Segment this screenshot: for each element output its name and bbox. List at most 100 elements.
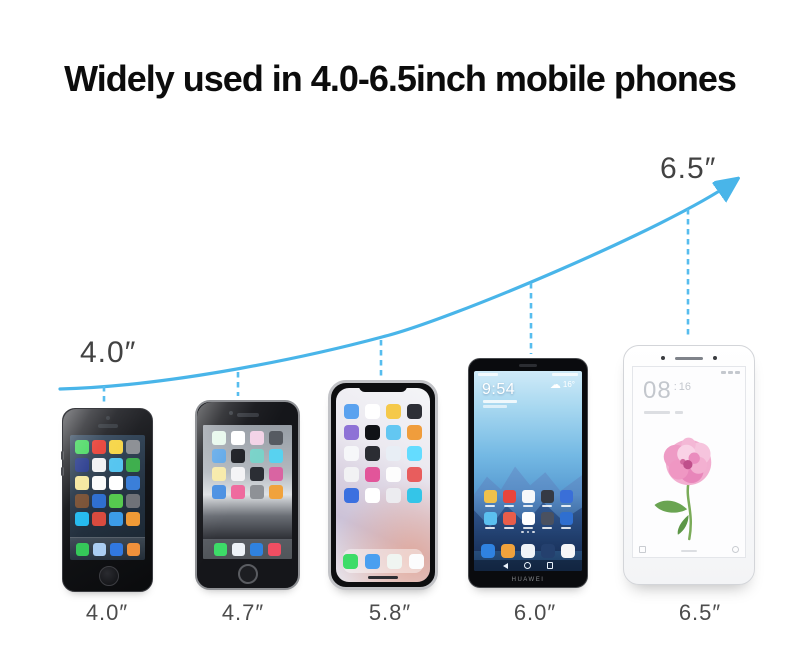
app-icon: [344, 404, 359, 419]
clock-date-line: [644, 411, 670, 414]
app-icon: [250, 449, 264, 463]
flower-blossom: [664, 437, 712, 486]
app-icon: [250, 467, 264, 481]
app-icon: [540, 490, 554, 507]
size-growth-curve: [58, 182, 733, 391]
page-dots: [474, 530, 582, 533]
app-icon: [109, 476, 123, 490]
app-icon: [109, 494, 123, 508]
page-title: Widely used in 4.0-6.5inch mobile phones: [64, 58, 737, 99]
status-text-right: [552, 373, 578, 376]
app-icon: [212, 431, 226, 445]
app-icon: [92, 494, 106, 508]
phone-screen: 08 : 16: [632, 366, 746, 558]
app-icon: [126, 512, 140, 526]
clock-date-line: [483, 405, 507, 408]
app-icon: [268, 542, 281, 556]
dock-icon-grid: [342, 553, 424, 569]
clock-minutes: 16: [678, 381, 692, 393]
app-icon: [231, 485, 245, 499]
app-icon: [92, 542, 106, 556]
size-label-6-5: 6.5″: [678, 600, 722, 625]
phone-xiaomi: 08 : 16: [623, 345, 755, 585]
clock-widget: 9:54: [482, 381, 516, 398]
screen-corner-icon: [732, 546, 739, 553]
app-icon: [92, 512, 106, 526]
status-bar: [721, 371, 740, 374]
weather-widget: ☁ 16°: [550, 380, 575, 391]
back-icon: [502, 562, 508, 569]
app-icon: [407, 446, 422, 461]
app-icon: [212, 485, 226, 499]
clock-hours: 08: [643, 377, 672, 404]
app-icon: [109, 458, 123, 472]
app-icon: [232, 542, 245, 556]
app-icon: [521, 490, 535, 507]
phone-iphone5: [61, 408, 153, 592]
volume-button: [61, 467, 64, 476]
flower-leaf: [678, 514, 689, 535]
app-icon: [540, 512, 554, 529]
screen-corner-icon: [639, 546, 646, 553]
phone-screen: [203, 425, 292, 559]
app-icon: [231, 467, 245, 481]
size-label-6-0: 6.0″: [513, 600, 557, 625]
home-button-icon: [98, 566, 119, 586]
app-icon: [126, 458, 140, 472]
home-indicator: [368, 576, 398, 579]
dock: [342, 549, 424, 573]
app-icon: [344, 446, 359, 461]
dock: [203, 539, 292, 559]
phone-body: 08 : 16: [623, 345, 755, 585]
app-icon: [109, 440, 123, 454]
app-icon: [250, 542, 263, 556]
phone-body: 9:54 ☁ 16° HUAWEI: [468, 358, 588, 588]
app-icon: [126, 440, 140, 454]
app-icon: [126, 542, 140, 556]
app-icon: [483, 512, 497, 529]
brand-label: HUAWEI: [511, 577, 545, 583]
app-icon: [407, 488, 422, 503]
app-icon: [407, 425, 422, 440]
app-icon: [344, 467, 359, 482]
home-button-icon: [237, 564, 258, 584]
flower-stem: [686, 481, 693, 541]
earpiece-icon: [97, 424, 118, 428]
app-icon: [501, 544, 515, 558]
app-icon: [365, 404, 380, 419]
app-icon: [344, 425, 359, 440]
sensor-icon: [661, 356, 665, 360]
app-icon: [75, 476, 89, 490]
phone-body: [195, 400, 300, 590]
clock-separator: :: [673, 381, 677, 393]
app-icon: [365, 446, 380, 461]
flower-leaf: [654, 500, 688, 513]
app-icon: [481, 544, 495, 558]
app-icon: [483, 490, 497, 507]
app-icon: [407, 467, 422, 482]
app-icon: [75, 458, 89, 472]
app-icon: [386, 467, 401, 482]
app-icon: [92, 440, 106, 454]
app-icon: [407, 404, 422, 419]
dock-icon-grid: [474, 544, 582, 558]
app-icon: [502, 490, 516, 507]
dock-icon-grid: [214, 542, 281, 556]
app-icon: [75, 494, 89, 508]
app-icon: [269, 485, 283, 499]
app-icon: [231, 431, 245, 445]
app-icon: [75, 512, 89, 526]
app-icon: [75, 440, 89, 454]
clock-date-line: [483, 400, 517, 403]
phone-huawei: 9:54 ☁ 16° HUAWEI: [468, 358, 588, 588]
earpiece-icon: [519, 364, 537, 367]
status-bar: [478, 373, 578, 376]
earpiece-icon: [236, 413, 259, 417]
app-icon: [386, 404, 401, 419]
app-icon: [344, 488, 359, 503]
app-icon: [364, 553, 380, 569]
app-icon: [408, 553, 424, 569]
screen-bottom-bar: [681, 549, 697, 552]
